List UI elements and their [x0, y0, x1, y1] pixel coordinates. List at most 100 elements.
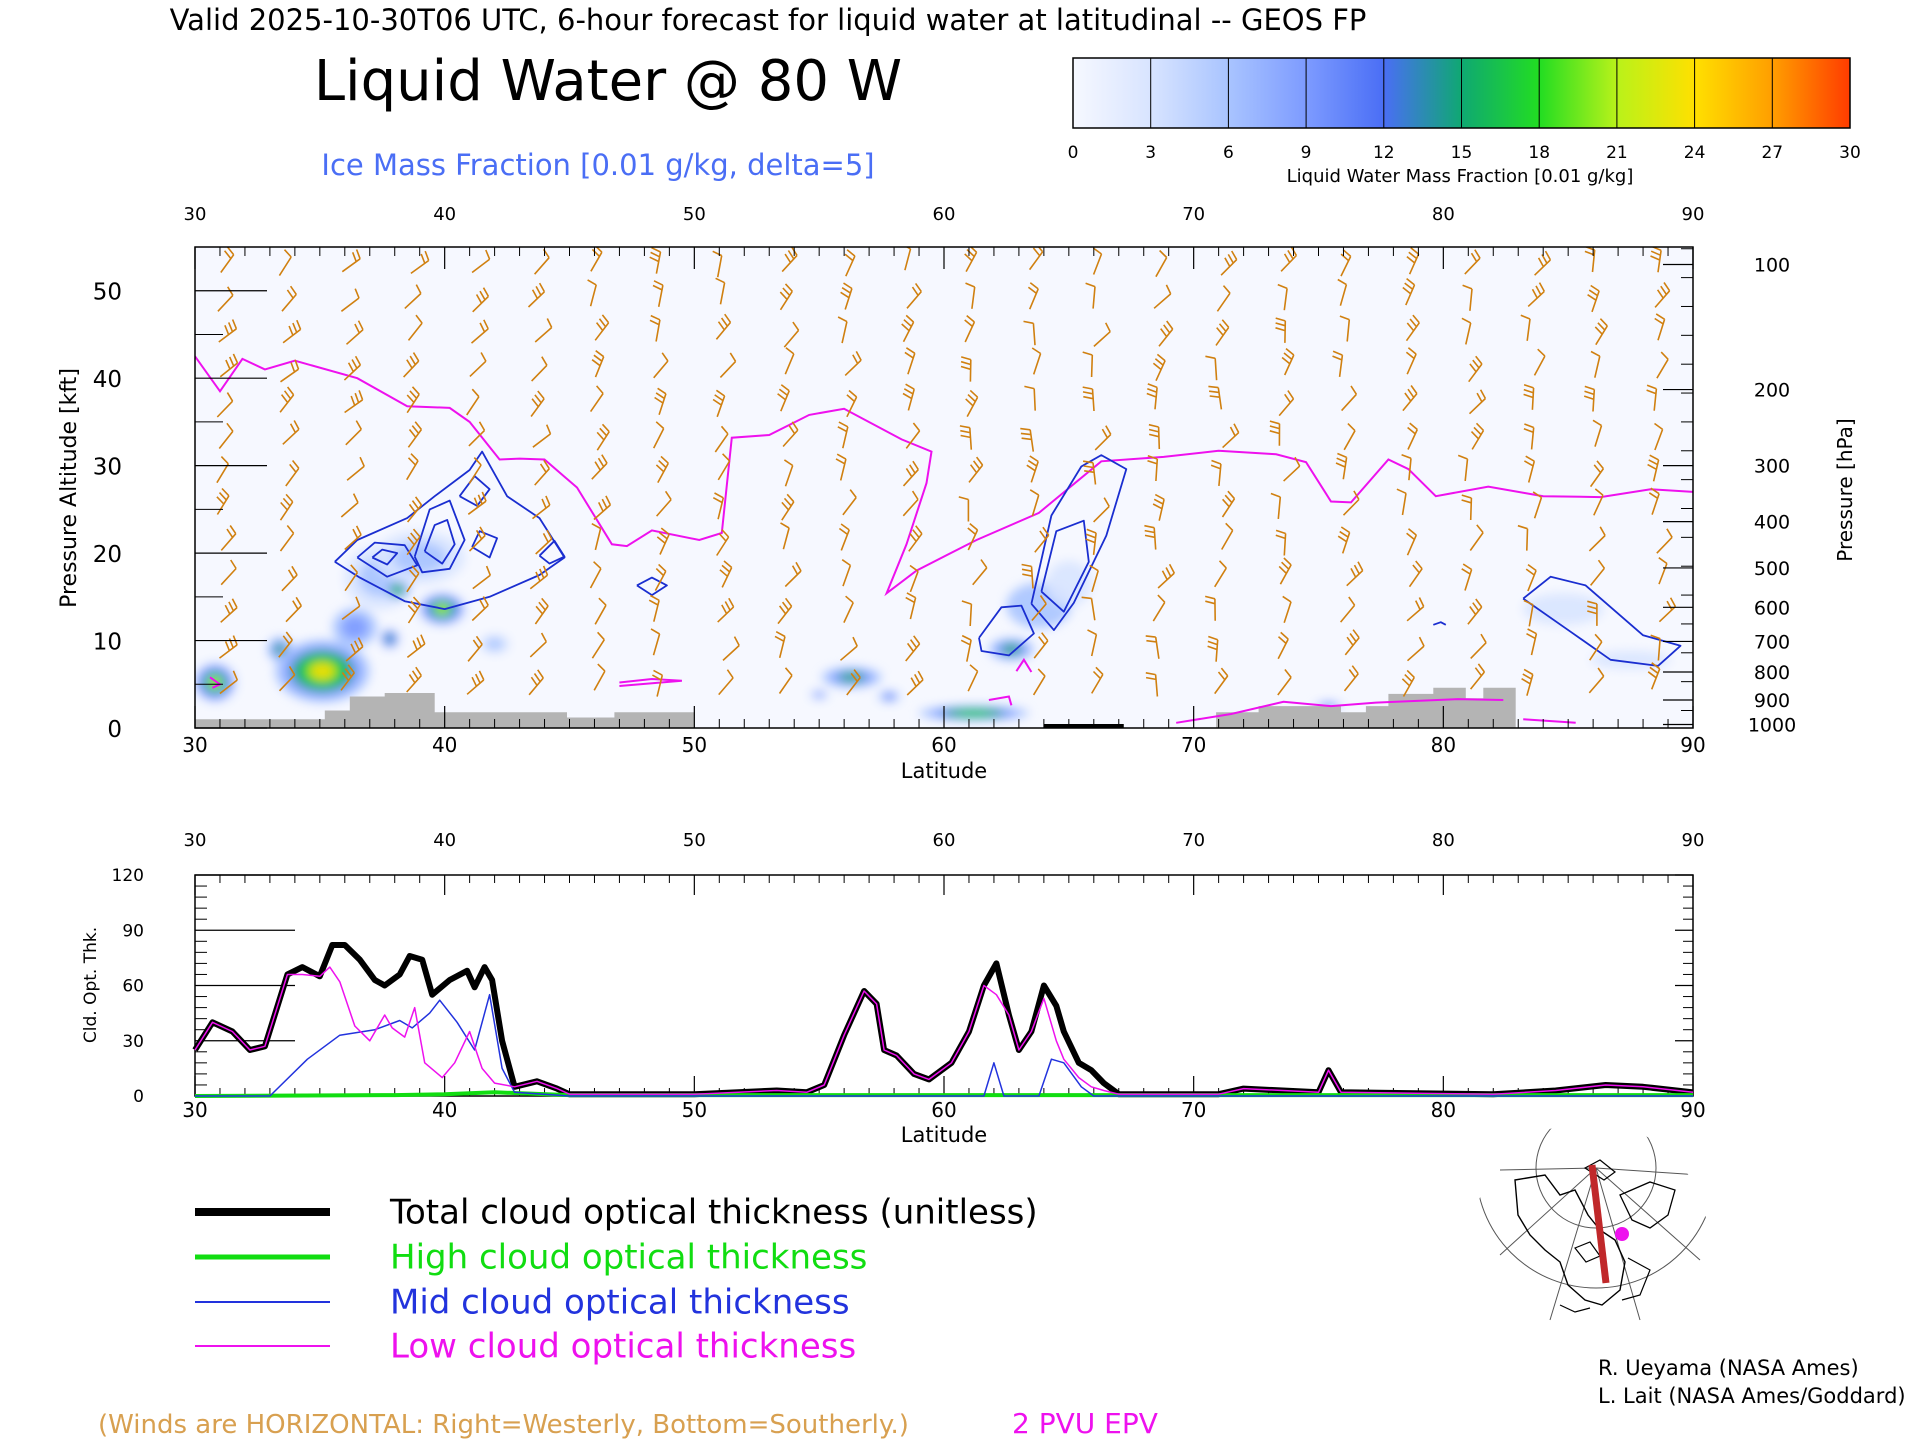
colorbar-tick-label: 6 — [1223, 143, 1234, 163]
subtitle: Ice Mass Fraction [0.01 g/kg, delta=5] — [321, 148, 874, 182]
main-y2-tick-label: 100 — [1754, 254, 1790, 276]
epv-low-contour — [988, 695, 1013, 706]
legend: Total cloud optical thickness (unitless)… — [195, 1193, 1038, 1367]
wind-barb — [1461, 494, 1473, 521]
wind-barb — [340, 288, 360, 312]
wind-barb — [220, 598, 238, 623]
wind-barb — [406, 496, 423, 523]
wind-barb — [218, 422, 234, 449]
wind-barb — [1402, 277, 1416, 306]
wind-barb — [1523, 599, 1534, 627]
wind-barb — [965, 389, 979, 417]
main-title: Liquid Water @ 80 W — [314, 49, 902, 114]
wind-barb — [839, 636, 858, 661]
wind-barb — [410, 250, 430, 275]
wind-barb — [1082, 460, 1097, 485]
wind-barb — [835, 453, 847, 481]
wind-barb — [778, 667, 793, 694]
wind-barb — [1344, 629, 1360, 656]
wind-barb — [1215, 319, 1230, 346]
colorbar-tick-label: 27 — [1761, 143, 1783, 163]
wind-barb — [534, 459, 550, 486]
wind-barb — [528, 669, 544, 696]
legend-label-high: High cloud optical thickness — [390, 1238, 867, 1278]
wind-barb — [594, 597, 607, 625]
wind-barb — [220, 247, 235, 273]
wind-barb — [1523, 384, 1535, 410]
wind-barb — [1341, 385, 1358, 412]
wind-barb — [652, 280, 664, 307]
wind-barb — [407, 314, 423, 341]
wind-barb — [282, 420, 300, 445]
wind-barbs — [216, 247, 1677, 697]
wind-barb — [1527, 282, 1546, 307]
wind-barb — [468, 421, 486, 447]
ice-contour — [371, 548, 399, 566]
wind-barb — [1590, 350, 1601, 378]
wind-barb — [964, 314, 976, 343]
wind-barb — [844, 351, 862, 376]
wind-barb — [1468, 389, 1487, 415]
wind-barb — [905, 422, 921, 449]
wind-barb — [531, 356, 548, 382]
wind-barb — [345, 637, 364, 662]
wind-barb — [1401, 454, 1412, 481]
wind-barb — [1024, 385, 1036, 411]
wind-barb — [654, 563, 667, 591]
wind-barb — [535, 529, 553, 555]
wind-barb — [1594, 318, 1608, 346]
main-x-tick-label: 50 — [682, 733, 707, 757]
main-x-tick-label: 80 — [1431, 733, 1456, 757]
wind-barb — [1658, 597, 1677, 623]
wind-barb — [1340, 249, 1352, 277]
main-y-tick-label: 40 — [93, 367, 122, 393]
wind-barb — [589, 385, 604, 413]
wind-barb — [1205, 355, 1218, 381]
wind-barb — [1520, 314, 1531, 341]
wind-barb — [1468, 355, 1483, 383]
ot-x-tick-label-top: 40 — [433, 830, 456, 851]
wind-barb — [1026, 455, 1039, 483]
north-polar-map-icon — [1475, 1122, 1708, 1321]
wind-barb — [1031, 595, 1047, 622]
main-x-tick-label-top: 40 — [433, 204, 456, 225]
wind-barb — [1269, 420, 1281, 446]
main-y-tick-label: 20 — [93, 542, 122, 568]
main-x-tick-label-top: 80 — [1432, 204, 1455, 225]
epv-low-contour — [1176, 698, 1504, 724]
wind-barb — [1332, 350, 1344, 378]
main-axes: 3030404050506060707080809090010203040501… — [93, 204, 1796, 757]
wind-barb — [846, 389, 858, 418]
wind-barb — [1583, 385, 1596, 412]
wind-barb — [1221, 522, 1234, 550]
epv-note: 2 PVU EPV — [1012, 1407, 1158, 1440]
cross-section-plot: 3030404050506060707080809090010203040501… — [57, 204, 1857, 783]
main-y2-tick-label: 600 — [1754, 597, 1790, 619]
ice-contour — [1040, 519, 1090, 613]
wind-barb — [1534, 250, 1552, 276]
liquid-water-cell — [393, 586, 402, 594]
liquid-water-cell — [386, 635, 394, 643]
wind-barb — [407, 596, 421, 624]
wind-barb — [1214, 667, 1229, 695]
wind-barb — [1587, 600, 1598, 626]
optical-thickness-plot: 30 30 40 40 50 50 60 60 70 70 80 80 90 90 0 30 60 90 120 L… — [81, 830, 1706, 1147]
wind-barb — [1402, 385, 1418, 412]
ice-contour — [1433, 621, 1447, 626]
wind-barb — [653, 352, 669, 379]
wind-barb — [341, 249, 361, 273]
wind-barb — [340, 664, 355, 691]
wind-barb — [1085, 282, 1096, 309]
wind-barb — [1147, 455, 1159, 482]
wind-barb — [1283, 456, 1301, 482]
wind-barb — [1656, 528, 1673, 554]
wind-barb — [1278, 557, 1292, 585]
wind-barb — [596, 423, 610, 451]
wind-barb — [1216, 285, 1231, 312]
wind-barb — [471, 249, 491, 274]
liquid-water-cell — [883, 693, 895, 700]
wind-barb — [779, 283, 793, 311]
wind-barb — [972, 559, 988, 586]
terrain — [195, 687, 1693, 728]
wind-barb — [1337, 278, 1348, 306]
